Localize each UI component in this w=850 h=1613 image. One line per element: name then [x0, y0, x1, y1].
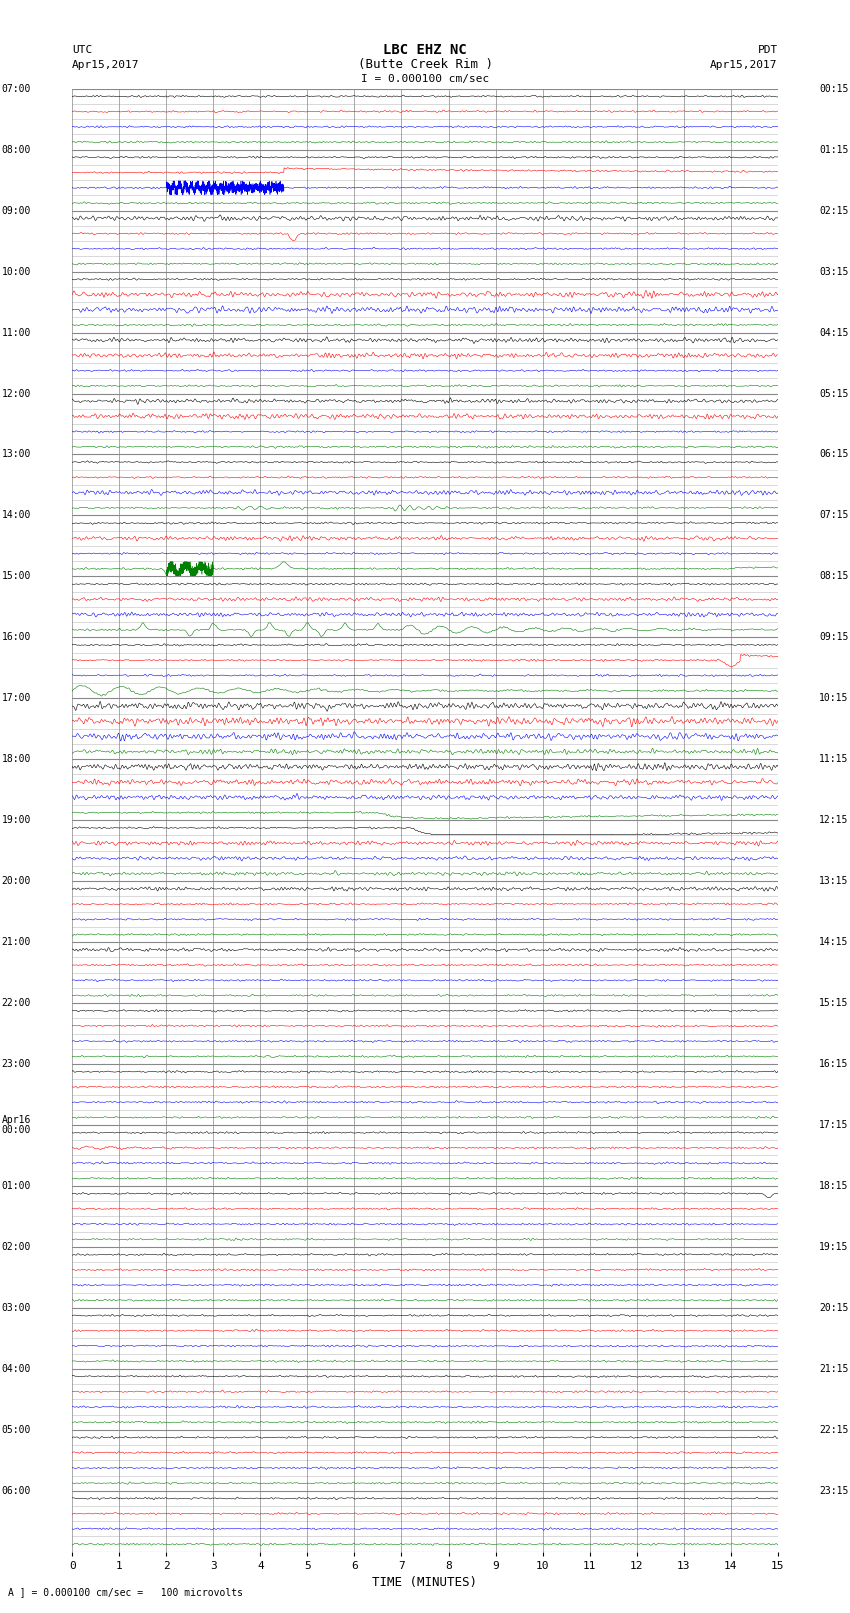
Text: UTC: UTC	[72, 45, 93, 55]
Text: 08:00: 08:00	[2, 145, 31, 155]
Text: 21:15: 21:15	[819, 1365, 848, 1374]
Text: 01:00: 01:00	[2, 1181, 31, 1190]
Text: 17:00: 17:00	[2, 694, 31, 703]
Text: 21:00: 21:00	[2, 937, 31, 947]
Text: Apr16
00:00: Apr16 00:00	[2, 1116, 31, 1134]
Text: 10:15: 10:15	[819, 694, 848, 703]
Text: 13:00: 13:00	[2, 450, 31, 460]
Text: 02:15: 02:15	[819, 205, 848, 216]
Text: 05:00: 05:00	[2, 1424, 31, 1436]
Text: 10:00: 10:00	[2, 266, 31, 276]
Text: 04:15: 04:15	[819, 327, 848, 337]
Text: 22:15: 22:15	[819, 1424, 848, 1436]
Text: 20:15: 20:15	[819, 1303, 848, 1313]
Text: 06:00: 06:00	[2, 1486, 31, 1495]
Text: 07:00: 07:00	[2, 84, 31, 94]
Text: 11:00: 11:00	[2, 327, 31, 337]
Text: 03:15: 03:15	[819, 266, 848, 276]
Text: 20:00: 20:00	[2, 876, 31, 886]
Text: 18:15: 18:15	[819, 1181, 848, 1190]
Text: 17:15: 17:15	[819, 1119, 848, 1131]
Text: PDT: PDT	[757, 45, 778, 55]
Text: 16:15: 16:15	[819, 1060, 848, 1069]
Text: 22:00: 22:00	[2, 998, 31, 1008]
Text: 08:15: 08:15	[819, 571, 848, 581]
Text: 06:15: 06:15	[819, 450, 848, 460]
Text: 09:00: 09:00	[2, 205, 31, 216]
Text: 07:15: 07:15	[819, 510, 848, 521]
Text: LBC EHZ NC: LBC EHZ NC	[383, 44, 467, 56]
Text: 03:00: 03:00	[2, 1303, 31, 1313]
Text: 04:00: 04:00	[2, 1365, 31, 1374]
Text: Apr15,2017: Apr15,2017	[72, 60, 139, 69]
Text: 19:00: 19:00	[2, 815, 31, 826]
Text: 15:00: 15:00	[2, 571, 31, 581]
Text: A ] = 0.000100 cm/sec =   100 microvolts: A ] = 0.000100 cm/sec = 100 microvolts	[8, 1587, 243, 1597]
Text: 05:15: 05:15	[819, 389, 848, 398]
Text: 18:00: 18:00	[2, 755, 31, 765]
X-axis label: TIME (MINUTES): TIME (MINUTES)	[372, 1576, 478, 1589]
Text: 02:00: 02:00	[2, 1242, 31, 1252]
Text: I = 0.000100 cm/sec: I = 0.000100 cm/sec	[361, 74, 489, 84]
Text: 23:00: 23:00	[2, 1060, 31, 1069]
Text: 14:15: 14:15	[819, 937, 848, 947]
Text: 00:15: 00:15	[819, 84, 848, 94]
Text: 14:00: 14:00	[2, 510, 31, 521]
Text: 01:15: 01:15	[819, 145, 848, 155]
Text: 15:15: 15:15	[819, 998, 848, 1008]
Text: 19:15: 19:15	[819, 1242, 848, 1252]
Text: 16:00: 16:00	[2, 632, 31, 642]
Text: 12:00: 12:00	[2, 389, 31, 398]
Text: 13:15: 13:15	[819, 876, 848, 886]
Text: (Butte Creek Rim ): (Butte Creek Rim )	[358, 58, 492, 71]
Text: 11:15: 11:15	[819, 755, 848, 765]
Text: 09:15: 09:15	[819, 632, 848, 642]
Text: 12:15: 12:15	[819, 815, 848, 826]
Text: Apr15,2017: Apr15,2017	[711, 60, 778, 69]
Text: 23:15: 23:15	[819, 1486, 848, 1495]
